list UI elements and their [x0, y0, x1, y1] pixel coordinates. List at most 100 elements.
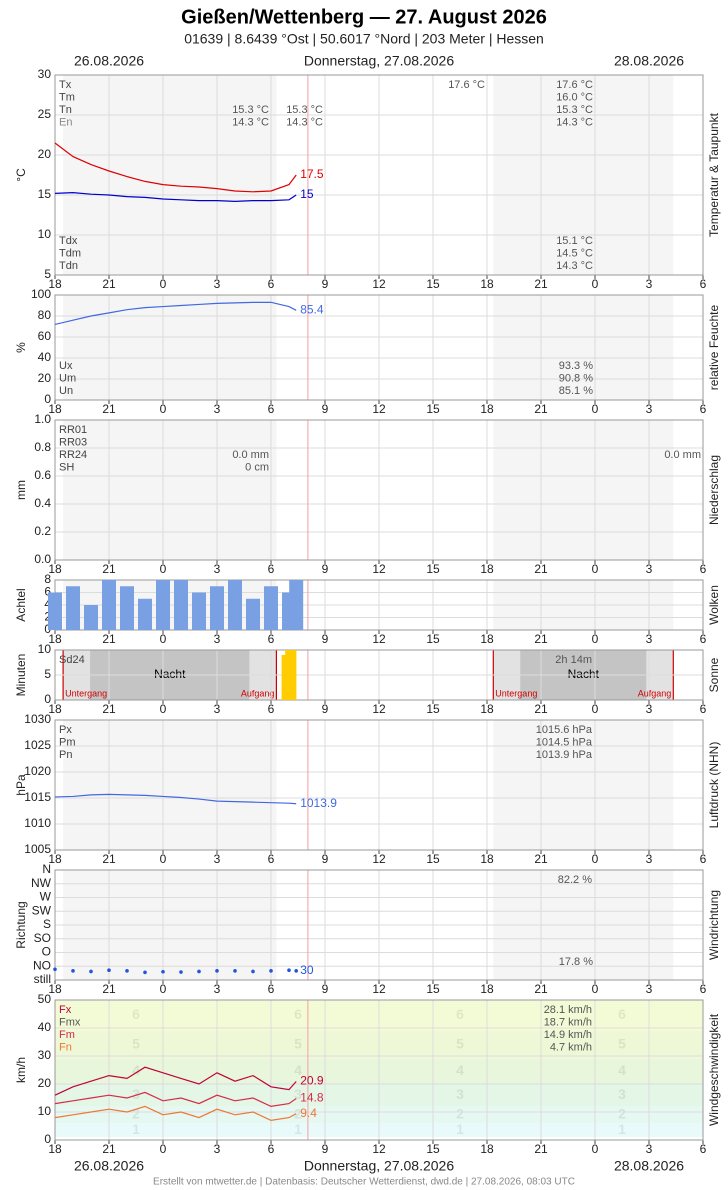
point: [294, 969, 299, 973]
stat-value: 14.3 °C: [232, 116, 269, 128]
beaufort-label: 6: [618, 1006, 626, 1022]
x-tick-label: 12: [372, 402, 386, 416]
bar: [210, 586, 224, 630]
y-tick-label: 1.0: [34, 412, 51, 426]
x-tick-label: 0: [592, 852, 599, 866]
y-axis-label: hPa: [14, 774, 28, 796]
y-tick-label: 0.4: [34, 496, 51, 510]
bar: [156, 580, 170, 630]
beaufort-label: 5: [618, 1036, 626, 1052]
stat-value: 0.0 mm: [232, 449, 269, 461]
bar: [292, 650, 297, 700]
x-tick-label: 15: [426, 982, 440, 996]
stat-value: 0 cm: [245, 461, 269, 473]
x-tick-label: 3: [646, 982, 653, 996]
point: [71, 969, 75, 973]
x-tick-label: 6: [700, 1142, 707, 1156]
y-tick-label: N: [42, 862, 51, 876]
plot-frame: [54, 294, 704, 401]
date-center: Donnerstag, 27.08.2026: [304, 1158, 454, 1174]
beaufort-label: 2: [456, 1106, 464, 1122]
sunset-label: Untergang: [495, 688, 537, 698]
stat-label: Tdn: [59, 260, 78, 272]
stat-label: En: [59, 116, 72, 128]
x-tick-label: 9: [322, 277, 329, 291]
x-tick-label: 6: [268, 702, 275, 716]
y-axis-label: Richtung: [14, 901, 28, 948]
beaufort-label: 2: [618, 1106, 626, 1122]
beaufort-label: 3: [294, 1086, 302, 1102]
beaufort-label: 1: [456, 1121, 464, 1137]
stat-value: 1014.5 hPa: [536, 736, 593, 748]
stat-label: Um: [59, 372, 76, 384]
point: [233, 969, 237, 973]
stat-label: Sd24: [59, 654, 85, 666]
beaufort-label: 3: [456, 1086, 464, 1102]
plot-frame: [54, 719, 704, 851]
y-tick-label: 40: [38, 350, 52, 364]
night-shade: [493, 420, 674, 560]
stat-value: 1015.6 hPa: [536, 724, 593, 736]
y-axis-label: Minuten: [14, 654, 28, 697]
point: [251, 969, 255, 974]
point: [143, 970, 147, 975]
end-label: 14.8: [300, 1091, 324, 1105]
x-tick-label: 6: [700, 277, 707, 291]
x-tick-label: 18: [480, 632, 494, 646]
x-tick-label: 6: [268, 632, 275, 646]
x-tick-label: 12: [372, 852, 386, 866]
x-tick-label: 15: [426, 402, 440, 416]
bar: [48, 592, 62, 630]
y-tick-label: 40: [38, 1020, 52, 1034]
beaufort-label: 4: [618, 1062, 626, 1078]
point: [287, 968, 291, 973]
date-center: Donnerstag, 27.08.2026: [304, 53, 454, 69]
bar: [192, 592, 206, 630]
side-label: Windrichtung: [707, 890, 721, 960]
x-tick-label: 0: [592, 702, 599, 716]
x-tick-label: 0: [592, 1142, 599, 1156]
night-shade: [493, 295, 674, 400]
y-tick-label: 0: [44, 392, 51, 406]
x-tick-label: 18: [48, 982, 62, 996]
point: [53, 967, 57, 972]
x-tick-label: 6: [268, 982, 275, 996]
plot-frame: [54, 74, 704, 276]
stat-label: Tx: [59, 79, 72, 91]
end-label: 85.4: [300, 303, 324, 317]
x-tick-label: 18: [48, 702, 62, 716]
stat-value: 14.9 km/h: [544, 1029, 592, 1041]
x-tick-label: 21: [534, 562, 548, 576]
x-tick-label: 0: [592, 562, 599, 576]
x-tick-label: 15: [426, 1142, 440, 1156]
x-tick-label: 0: [160, 982, 167, 996]
point: [89, 969, 93, 974]
bar: [285, 650, 290, 700]
stat-label: Ux: [59, 360, 73, 372]
x-tick-label: 21: [102, 982, 116, 996]
line: [54, 191, 297, 203]
stat-label: Px: [59, 724, 72, 736]
x-tick-label: 15: [426, 562, 440, 576]
x-tick-label: 9: [322, 562, 329, 576]
stat-label: Tn: [59, 104, 72, 116]
date-left: 26.08.2026: [74, 1158, 144, 1174]
x-tick-label: 21: [102, 632, 116, 646]
x-tick-label: 15: [426, 852, 440, 866]
beaufort-label: 4: [456, 1062, 464, 1078]
stat-label: RR24: [59, 449, 87, 461]
bar: [264, 586, 278, 630]
x-tick-label: 18: [48, 402, 62, 416]
point: [107, 968, 111, 973]
stat-value: 17.6 °C: [556, 79, 593, 91]
line: [54, 1091, 297, 1108]
bar: [246, 598, 260, 630]
y-tick-label: O: [42, 945, 51, 959]
y-tick-label: 0: [44, 692, 51, 706]
x-tick-label: 12: [372, 277, 386, 291]
x-tick-label: 0: [160, 702, 167, 716]
beaufort-label: 1: [294, 1121, 302, 1137]
x-tick-label: 6: [268, 402, 275, 416]
y-tick-label: SO: [34, 931, 51, 945]
date-left: 26.08.2026: [74, 53, 144, 69]
